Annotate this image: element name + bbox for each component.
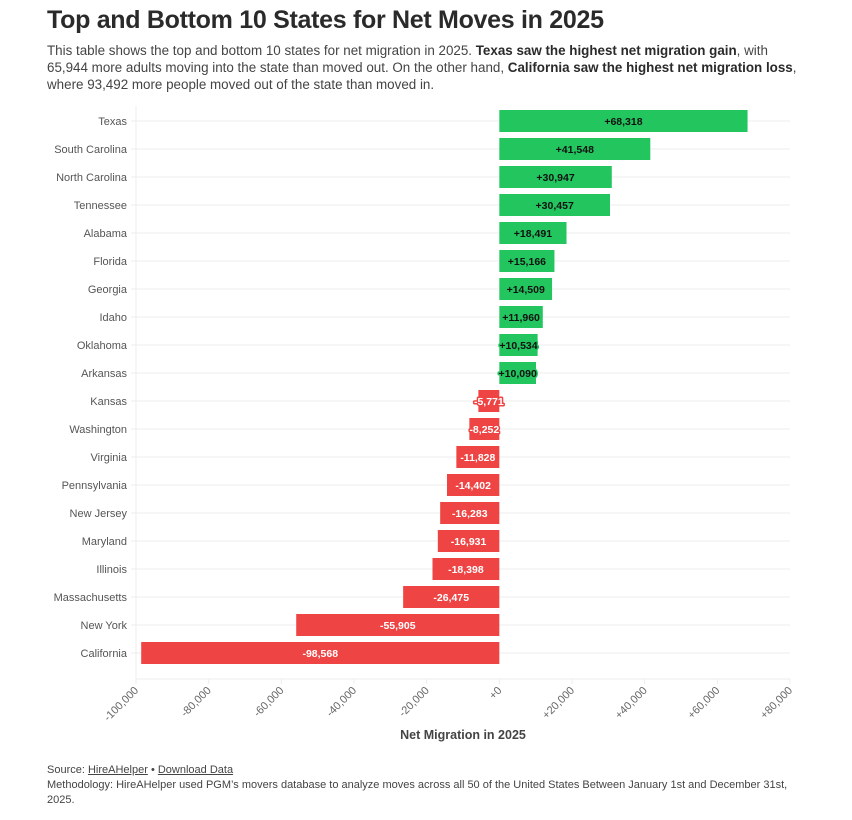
separator: • [147, 764, 158, 776]
data-label: -18,398 [448, 564, 484, 576]
bar[interactable] [478, 390, 500, 412]
x-tick-label: +0 [487, 685, 504, 702]
methodology-note: Methodology: HireAHelper used PGM’s move… [47, 779, 788, 806]
x-axis-title: Net Migration in 2025 [400, 728, 526, 742]
subtitle-highlight: Texas saw the highest net migration gain [475, 43, 737, 58]
x-tick-label: -80,000 [179, 685, 214, 720]
data-label: -16,283 [452, 508, 488, 520]
category-label: North Carolina [56, 172, 128, 184]
data-label: -55,905 [380, 620, 416, 632]
data-label: +10,534 [499, 340, 537, 352]
category-label: New Jersey [70, 508, 128, 520]
category-label: Oklahoma [77, 340, 128, 352]
bar[interactable] [499, 110, 748, 132]
data-labels: +68,318 +41,548 +30,947 +30,457 +18,491 +15,1… [301, 115, 644, 662]
data-label: -5,771 [474, 396, 504, 408]
bar[interactable] [499, 306, 543, 328]
subtitle-text: , with 65,944 more adults moving into th… [47, 43, 768, 75]
data-label: +30,947 [536, 172, 574, 184]
bar[interactable] [499, 250, 555, 272]
subtitle-text: , where 93,492 more people moved out of … [47, 60, 797, 92]
bar[interactable] [296, 614, 500, 636]
bar[interactable] [499, 222, 567, 244]
data-label: -14,402 [455, 480, 491, 492]
x-tick-label: -40,000 [324, 685, 359, 720]
bar[interactable] [456, 446, 500, 468]
data-label: -26,475 [433, 592, 469, 604]
bar-chart: Texas South Carolina North Carolina Tenness… [54, 106, 795, 742]
source-line: Source: HireAHelper • Download Data [47, 763, 807, 778]
chart-subtitle: This table shows the top and bottom 10 s… [47, 42, 807, 93]
data-label: +68,318 [604, 116, 642, 128]
chart-title: Top and Bottom 10 States for Net Moves i… [47, 6, 604, 34]
source-prefix: Source: [47, 764, 88, 776]
subtitle-highlight: California saw the highest net migration… [507, 60, 793, 75]
bar[interactable] [469, 418, 500, 440]
data-label: -98,568 [302, 648, 338, 660]
category-label: Virginia [91, 452, 128, 464]
bar[interactable] [499, 334, 538, 356]
category-label: New York [81, 620, 128, 632]
bar[interactable] [499, 166, 612, 188]
data-label: -16,931 [451, 536, 487, 548]
source-link[interactable]: HireAHelper [87, 764, 148, 776]
bars [141, 110, 748, 664]
bar[interactable] [499, 362, 536, 384]
data-label: +10,090 [499, 368, 537, 380]
x-tick-label: +60,000 [686, 685, 723, 722]
category-label: Arkansas [81, 368, 127, 380]
bar[interactable] [403, 586, 500, 608]
category-label: Idaho [99, 312, 127, 324]
x-tick-label: +20,000 [540, 685, 577, 722]
category-label: Illinois [96, 564, 127, 576]
category-label: California [81, 648, 128, 660]
category-label: Alabama [84, 228, 128, 240]
category-label: Georgia [88, 284, 128, 296]
category-label: Texas [98, 116, 127, 128]
x-axis: -100,000 -80,000 -60,000 -40,000 -20,000 +0 +2… [102, 678, 795, 724]
data-label: +11,960 [502, 312, 540, 324]
bar[interactable] [499, 278, 553, 300]
category-label: Kansas [90, 396, 127, 408]
bar[interactable] [432, 558, 500, 580]
x-tick-label: -20,000 [397, 685, 432, 720]
footer: Source: HireAHelper • Download Data Meth… [47, 763, 807, 808]
category-label: Tennessee [74, 200, 127, 212]
category-label: Pennsylvania [62, 480, 128, 492]
data-label: +18,491 [514, 228, 552, 240]
data-label: +15,166 [508, 256, 546, 268]
data-label: +14,509 [507, 284, 545, 296]
data-label: +30,457 [536, 200, 574, 212]
subtitle-text: This table shows the top and bottom 10 s… [47, 43, 476, 58]
x-tick-label: -60,000 [252, 685, 287, 720]
bar[interactable] [141, 642, 500, 664]
bar[interactable] [499, 138, 651, 160]
category-labels: Texas South Carolina North Carolina Tenness… [54, 116, 128, 660]
x-tick-label: -100,000 [102, 685, 141, 724]
category-label: Florida [93, 256, 128, 268]
category-label: Maryland [82, 536, 127, 548]
category-label: South Carolina [54, 144, 128, 156]
data-label: +41,548 [556, 144, 594, 156]
bar[interactable] [437, 530, 500, 552]
x-tick-label: +40,000 [613, 685, 650, 722]
data-label: -11,828 [460, 452, 495, 464]
bar[interactable] [440, 502, 500, 524]
x-tick-label: +80,000 [758, 685, 795, 722]
category-label: Washington [69, 424, 127, 436]
bar[interactable] [499, 194, 610, 216]
category-label: Massachusetts [54, 592, 128, 604]
data-label: -8,252 [469, 424, 499, 436]
bar[interactable] [447, 474, 500, 496]
download-data-link[interactable]: Download Data [157, 764, 234, 776]
